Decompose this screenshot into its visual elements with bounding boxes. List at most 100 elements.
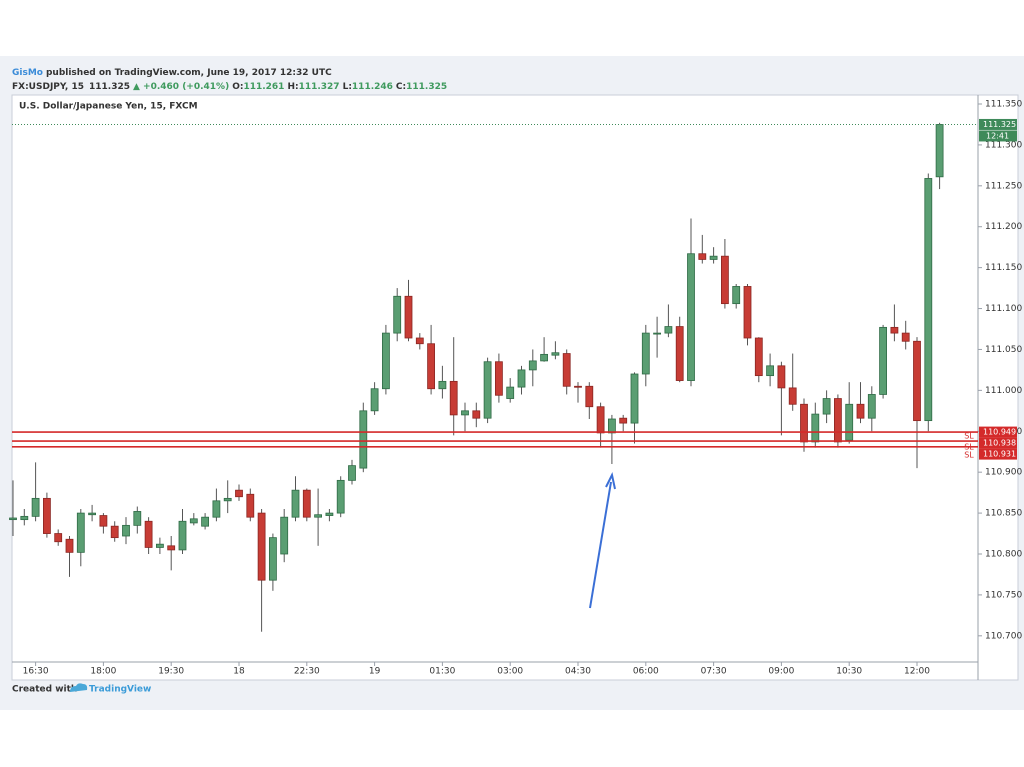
candle-body <box>133 511 142 526</box>
candle-body <box>845 403 854 441</box>
candle-body <box>20 515 29 521</box>
x-tick-label: 07:30 <box>701 667 727 677</box>
x-tick-label: 04:30 <box>565 667 591 677</box>
candle-body <box>291 489 300 518</box>
y-tick-label: 110.800 <box>985 550 1022 560</box>
chart-title: U.S. Dollar/Japanese Yen, 15, FXCM <box>19 102 198 112</box>
candle-body <box>257 512 266 581</box>
candle-body <box>619 417 628 424</box>
candle-body <box>31 497 40 517</box>
l-label: L: <box>343 82 352 92</box>
candle-body <box>743 286 752 339</box>
candle-body <box>449 380 458 416</box>
candle-body <box>562 353 571 387</box>
level-label: 110.938 <box>983 439 1016 448</box>
candle-body <box>223 497 232 502</box>
countdown: 12:41 <box>986 131 1009 140</box>
candle-body <box>235 489 243 498</box>
y-tick-label: 110.850 <box>985 509 1022 519</box>
level-label: 110.949 <box>983 428 1016 437</box>
annotation-arrow <box>589 481 612 609</box>
candle-body <box>461 410 469 416</box>
candle-body <box>280 516 289 555</box>
x-tick-label: 10:30 <box>836 667 862 677</box>
candle-body <box>506 386 515 399</box>
candle-body <box>879 326 887 395</box>
last-price-box <box>979 118 1017 130</box>
x-tick-label: 01:30 <box>429 667 455 677</box>
candle-body <box>856 403 865 419</box>
y-tick-label: 111.050 <box>985 345 1022 355</box>
candle-body <box>483 361 492 419</box>
candle-body <box>766 365 774 377</box>
h-label: H: <box>287 82 298 92</box>
candle-body <box>494 361 503 396</box>
level-tag: SL <box>964 450 974 459</box>
candle-body <box>574 385 582 388</box>
candle-body <box>608 418 616 434</box>
x-tick-label: 16:30 <box>23 667 49 677</box>
candle-body <box>653 332 661 335</box>
candle-body <box>709 255 718 260</box>
candle-body <box>924 178 933 422</box>
candle-body <box>381 332 390 390</box>
o-value: 111.261 <box>243 82 284 92</box>
level-label-box <box>979 437 1017 449</box>
x-tick-label: 22:30 <box>294 667 320 677</box>
candle-body <box>65 538 74 553</box>
candle-body <box>754 337 763 377</box>
candle-body <box>302 489 311 518</box>
candle-body <box>370 388 379 412</box>
candle-body <box>325 512 334 516</box>
candle-body <box>698 253 707 260</box>
x-tick-label: 18:00 <box>90 667 116 677</box>
candle-body <box>800 403 808 443</box>
plot: 110.700 110.750 110.800 110.850 110.900 110.9… <box>9 100 1022 677</box>
candle-body <box>551 352 560 356</box>
candle-body <box>528 360 537 371</box>
candle-body <box>246 493 255 518</box>
symbol: FX:USDJPY, 15 <box>12 82 84 92</box>
brand-logo <box>70 683 88 692</box>
candle-body <box>54 533 63 543</box>
candle-body <box>472 410 481 419</box>
candle-body <box>144 520 153 548</box>
y-tick-label: 111.200 <box>985 222 1022 232</box>
candle-body <box>268 537 277 581</box>
candle-body <box>517 369 526 388</box>
level-label-box <box>979 448 1017 460</box>
h-value: 111.327 <box>299 82 340 92</box>
candle-body <box>167 545 176 551</box>
candle-body <box>178 520 187 551</box>
candle-body <box>438 380 447 390</box>
candle-body <box>777 365 786 389</box>
chart-panel <box>11 94 1019 681</box>
candle-body <box>675 326 684 381</box>
y-tick-label: 110.700 <box>985 631 1022 641</box>
level-tag: SL <box>964 432 974 441</box>
candle-body <box>822 398 831 415</box>
candle-body <box>811 413 820 443</box>
candle-body <box>359 410 368 469</box>
candle-body <box>201 516 210 527</box>
candle-body <box>867 394 876 419</box>
footer: Created with <box>12 685 77 695</box>
candle-body <box>630 373 639 424</box>
candle-body <box>212 500 221 518</box>
x-tick-label: 18 <box>233 667 245 677</box>
published: published on TradingView.com, June 19, 2… <box>46 68 332 78</box>
candle-body <box>99 515 108 527</box>
candle-body <box>834 398 842 443</box>
candle-body <box>189 518 198 524</box>
candle-body <box>664 326 673 334</box>
candle-body <box>732 286 741 305</box>
y-tick-label: 111.300 <box>985 140 1022 150</box>
candle-body <box>88 512 96 516</box>
y-tick-label: 110.750 <box>985 590 1022 600</box>
candle-body <box>314 514 323 518</box>
x-tick-label: 19:30 <box>158 667 184 677</box>
candle-body <box>596 406 605 434</box>
candle-body <box>890 326 899 334</box>
